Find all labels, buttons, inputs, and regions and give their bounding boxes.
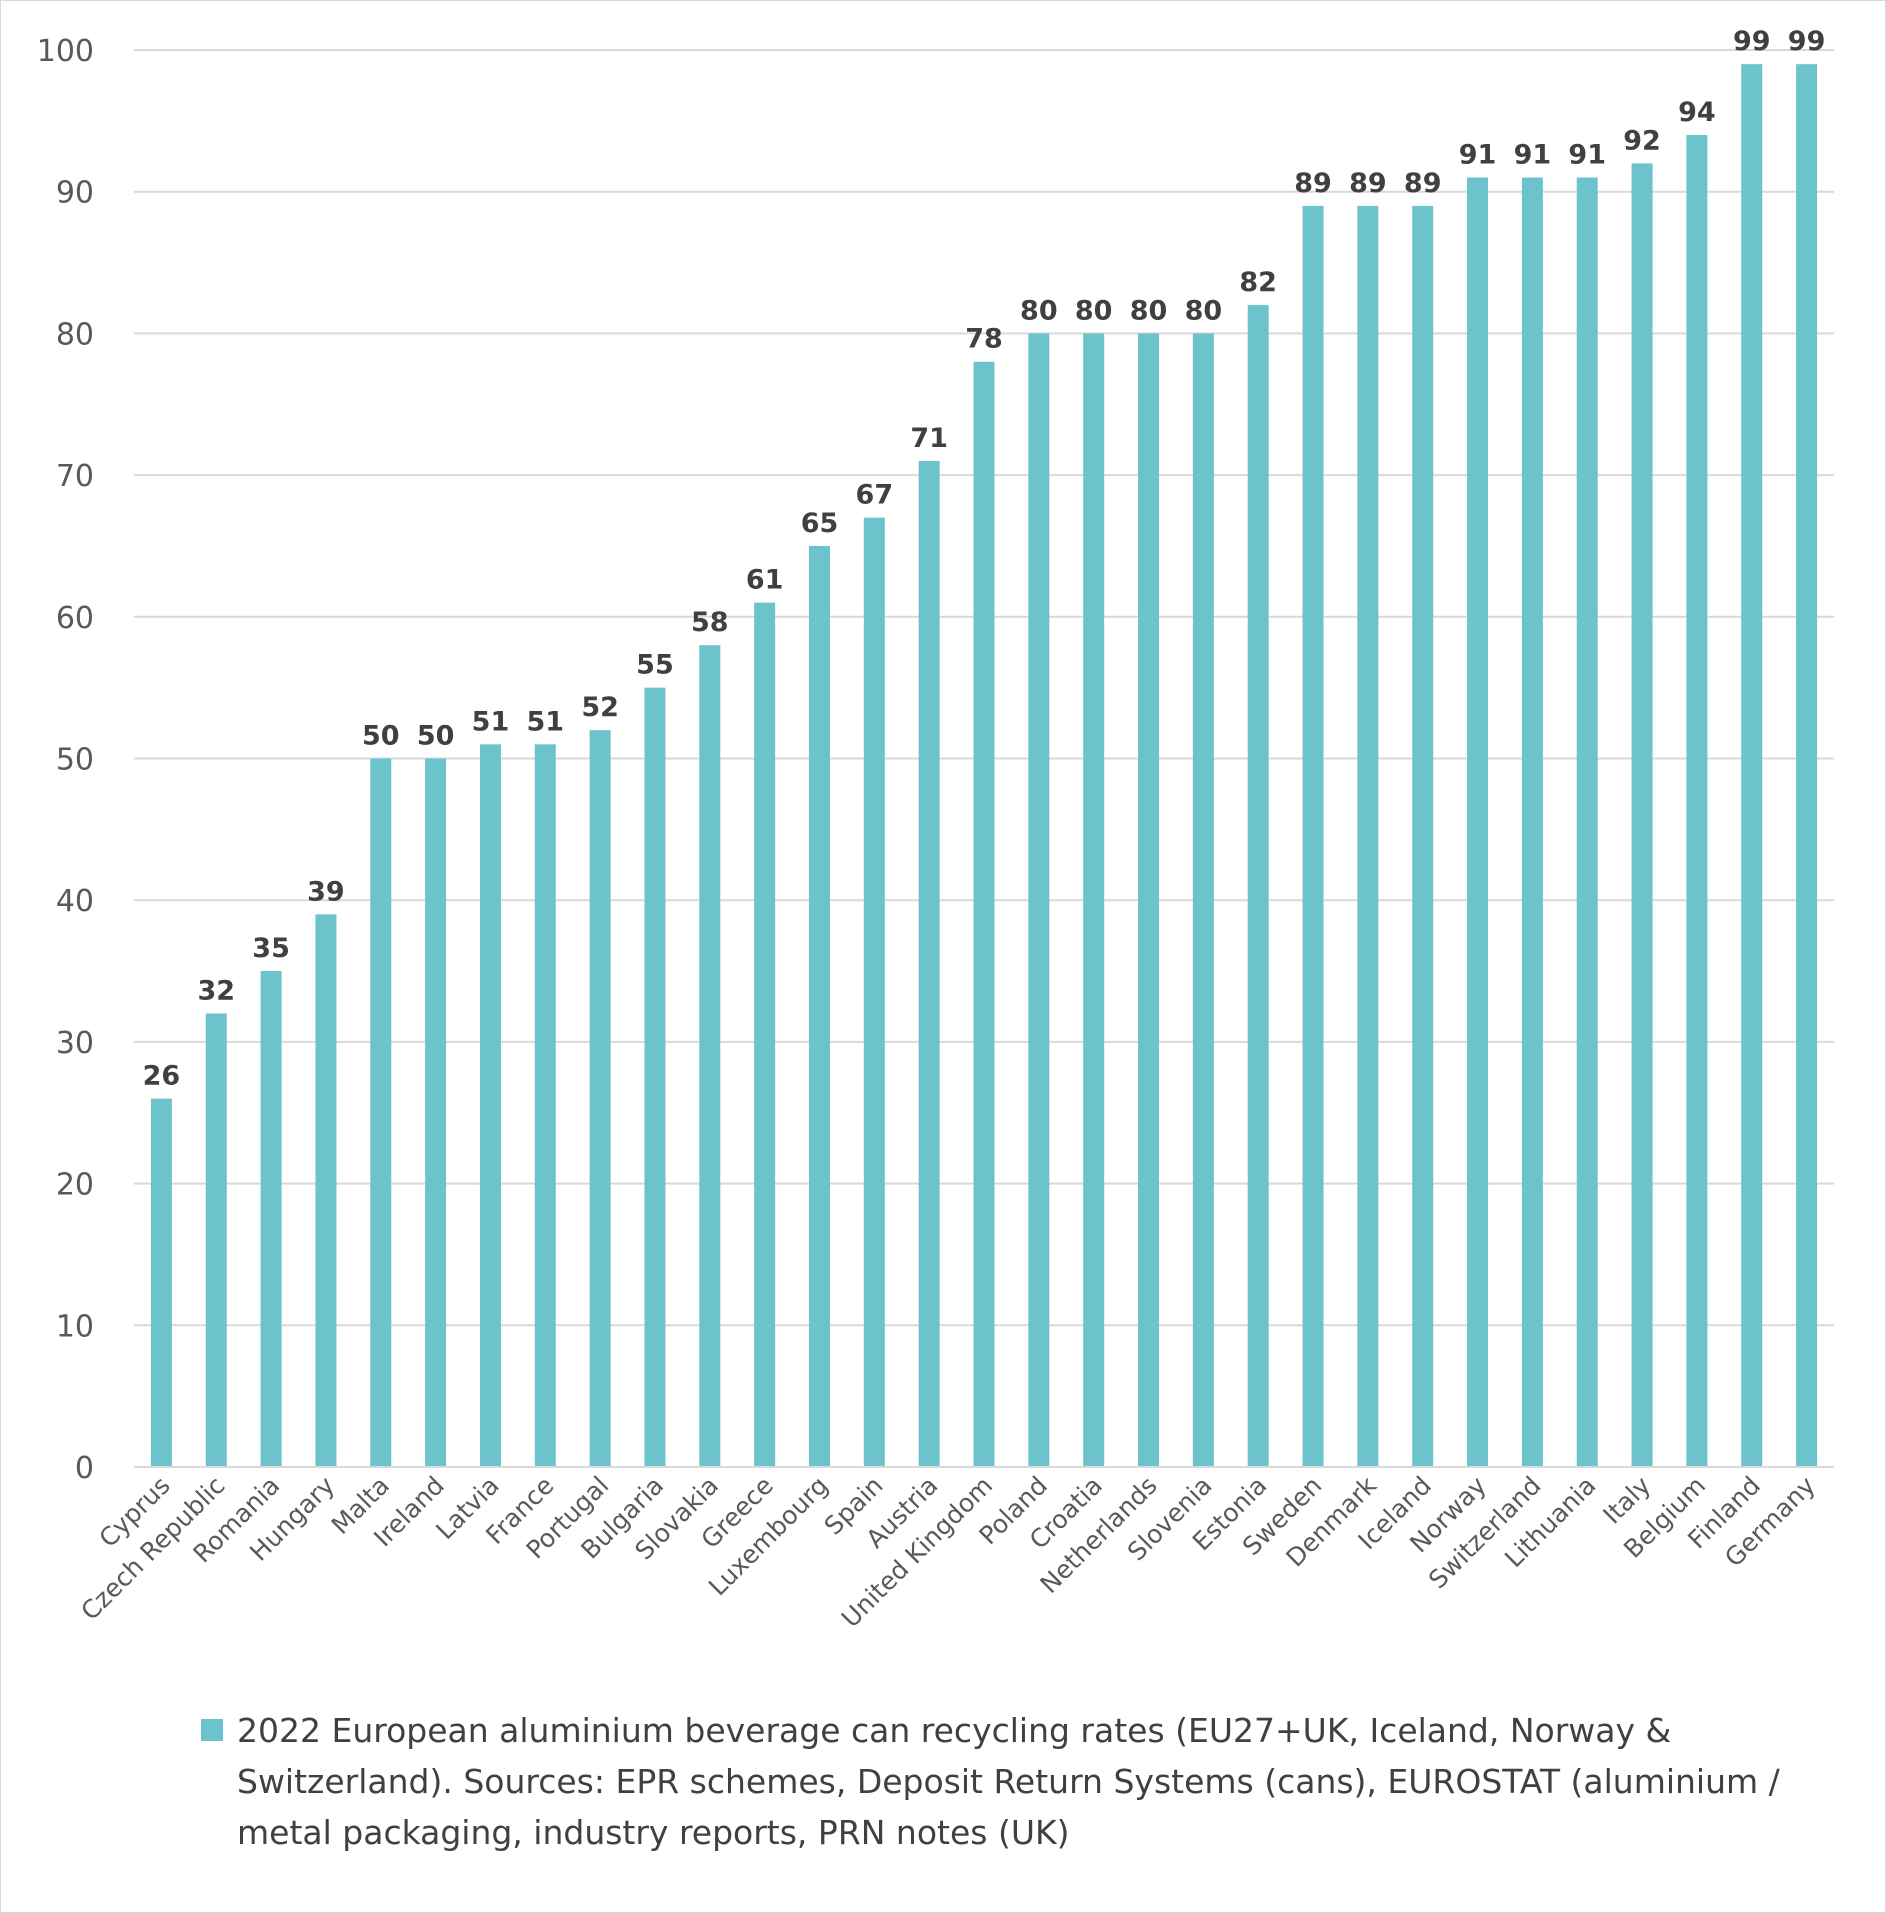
bar [150, 1098, 172, 1467]
y-tick-label: 20 [56, 1168, 94, 1203]
bar [370, 758, 392, 1467]
data-label: 35 [252, 933, 290, 964]
bar [1138, 333, 1160, 1467]
data-label: 99 [1733, 26, 1771, 57]
data-label: 67 [856, 480, 894, 511]
bar [644, 687, 666, 1467]
data-label: 91 [1514, 140, 1552, 171]
data-label: 91 [1459, 140, 1497, 171]
y-axis: 0 10 20 30 40 50 60 70 80 90 100 [37, 34, 94, 1486]
data-label: 99 [1788, 26, 1826, 57]
data-label: 89 [1294, 168, 1332, 199]
bar [973, 361, 995, 1467]
data-label: 91 [1568, 140, 1606, 171]
bar [1686, 135, 1708, 1467]
bar [1521, 177, 1543, 1467]
data-label: 51 [527, 706, 565, 737]
data-label: 39 [307, 876, 345, 907]
data-label: 89 [1404, 168, 1442, 199]
bar [699, 645, 721, 1467]
bar [1028, 333, 1050, 1467]
data-label: 71 [910, 423, 948, 454]
data-label: 94 [1678, 97, 1716, 128]
y-tick-label: 0 [75, 1451, 94, 1486]
bar [1192, 333, 1214, 1467]
bar [1083, 333, 1105, 1467]
bars [150, 64, 1818, 1468]
data-label: 82 [1239, 267, 1277, 298]
data-label: 80 [1130, 295, 1168, 326]
y-tick-label: 10 [56, 1309, 94, 1344]
y-tick-label: 30 [56, 1026, 94, 1061]
bar [1247, 305, 1269, 1467]
bar [315, 914, 337, 1467]
bar [1741, 64, 1763, 1467]
bar [808, 545, 830, 1467]
bar [1357, 205, 1379, 1467]
bar [918, 460, 940, 1467]
data-label: 52 [581, 692, 619, 723]
bar [1412, 205, 1434, 1467]
bar [1576, 177, 1598, 1467]
bar [1796, 64, 1818, 1467]
bar [425, 758, 447, 1467]
y-tick-label: 80 [56, 317, 94, 352]
legend: 2022 European aluminium beverage can rec… [201, 1705, 1821, 1858]
y-tick-label: 100 [37, 34, 94, 69]
data-label: 50 [417, 721, 455, 752]
bar [589, 730, 611, 1467]
data-labels: 26 32 35 39 50 50 51 51 52 55 58 61 65 67 71 78 80 80 80 80… [143, 26, 1826, 1091]
bar [260, 971, 282, 1467]
y-tick-label: 60 [56, 601, 94, 636]
data-label: 80 [1075, 295, 1113, 326]
y-tick-label: 50 [56, 743, 94, 778]
bar [479, 744, 501, 1467]
bar-chart: 0 10 20 30 40 50 60 70 80 90 100 26 32 35 39 50 50 51 51 5… [37, 26, 1834, 1633]
bar [754, 602, 776, 1467]
y-tick-label: 40 [56, 884, 94, 919]
data-label: 89 [1349, 168, 1387, 199]
bar [863, 517, 885, 1467]
y-tick-label: 70 [56, 459, 94, 494]
bar [1302, 205, 1324, 1467]
bar [534, 744, 556, 1467]
data-label: 26 [143, 1061, 181, 1092]
data-label: 78 [965, 324, 1003, 355]
data-label: 32 [197, 976, 235, 1007]
data-label: 61 [746, 565, 784, 596]
legend-label: 2022 European aluminium beverage can rec… [237, 1711, 1780, 1852]
data-label: 51 [472, 706, 510, 737]
y-tick-label: 90 [56, 176, 94, 211]
bar [1467, 177, 1489, 1467]
data-label: 65 [801, 508, 839, 539]
data-label: 58 [691, 607, 729, 638]
data-label: 80 [1185, 295, 1223, 326]
data-label: 55 [636, 650, 674, 681]
legend-swatch [201, 1719, 223, 1741]
data-label: 50 [362, 721, 400, 752]
bar [1631, 163, 1653, 1468]
data-label: 80 [1020, 295, 1058, 326]
data-label: 92 [1623, 125, 1661, 156]
bar [205, 1013, 227, 1467]
